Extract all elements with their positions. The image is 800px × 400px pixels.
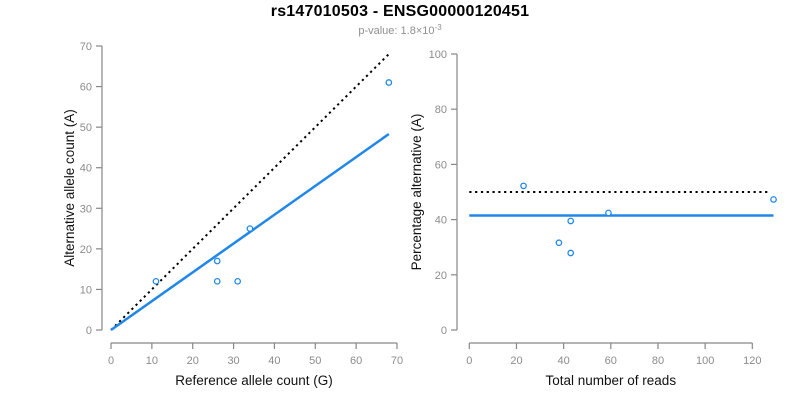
x-tick-label: 20 xyxy=(510,355,522,367)
times-symbol: × xyxy=(415,25,423,37)
y-tick-label: 0 xyxy=(86,325,92,337)
p-value-subtitle: p-value: 1.8×10-3 xyxy=(0,23,800,37)
p-value-label: p-value: xyxy=(358,25,401,37)
y-tick-label: 30 xyxy=(80,203,92,215)
fit-line xyxy=(110,133,390,332)
data-point xyxy=(213,257,221,265)
y-tick-label: 0 xyxy=(441,325,447,337)
identity-line xyxy=(110,53,390,331)
percentage-reads-plot: 0 20 40 60 80 100 120 0 20 40 60 80 100 Total number … xyxy=(409,49,777,388)
y-tick-label: 50 xyxy=(80,122,92,134)
data-point xyxy=(555,239,563,247)
data-point xyxy=(520,182,527,190)
p-value-mantissa: 1.8 xyxy=(400,25,416,37)
y-axis-title: Alternative allele count (A) xyxy=(62,109,77,267)
p-value-base: 10 xyxy=(422,25,435,37)
data-point xyxy=(213,277,221,285)
allele-counts-plot: 0 10 20 30 40 50 60 70 0 10 20 30 40 50 60 70 Reference … xyxy=(62,41,403,388)
x-tick-label: 0 xyxy=(108,355,114,367)
y-tick-label: 60 xyxy=(435,159,447,171)
y-tick-label: 70 xyxy=(80,41,92,53)
x-tick-label: 30 xyxy=(227,355,239,367)
y-tick-label: 20 xyxy=(80,244,92,256)
y-tick-label: 60 xyxy=(80,82,92,94)
x-tick-label: 40 xyxy=(268,355,280,367)
x-tick-label: 70 xyxy=(391,355,403,367)
y-tick-label: 80 xyxy=(435,104,447,116)
x-axis-title: Total number of reads xyxy=(546,373,677,388)
data-point xyxy=(234,277,242,285)
page-title: rs147010503 - ENSG00000120451 xyxy=(270,3,530,20)
x-tick-label: 120 xyxy=(743,355,761,367)
x-tick-label: 100 xyxy=(696,355,714,367)
data-point xyxy=(385,79,393,86)
y-tick-label: 100 xyxy=(429,49,447,61)
data-point xyxy=(152,277,160,285)
data-point xyxy=(567,217,575,225)
x-tick-label: 10 xyxy=(146,355,158,367)
data-point xyxy=(770,196,777,203)
y-tick-label: 20 xyxy=(435,270,447,282)
x-tick-label: 60 xyxy=(605,355,617,367)
data-point xyxy=(246,225,254,232)
p-value-exponent: -3 xyxy=(434,23,442,32)
data-point xyxy=(567,249,575,257)
y-tick-label: 40 xyxy=(80,163,92,175)
x-tick-label: 50 xyxy=(309,355,321,367)
y-tick-label: 10 xyxy=(80,284,92,296)
x-tick-label: 20 xyxy=(187,355,199,367)
x-tick-label: 60 xyxy=(350,355,362,367)
y-tick-label: 40 xyxy=(435,215,447,227)
x-tick-label: 40 xyxy=(558,355,570,367)
x-axis-title: Reference allele count (G) xyxy=(175,373,333,388)
data-point xyxy=(605,209,612,217)
x-tick-label: 0 xyxy=(466,355,472,367)
x-tick-label: 80 xyxy=(652,355,664,367)
y-axis-title: Percentage alternative (A) xyxy=(409,114,424,271)
